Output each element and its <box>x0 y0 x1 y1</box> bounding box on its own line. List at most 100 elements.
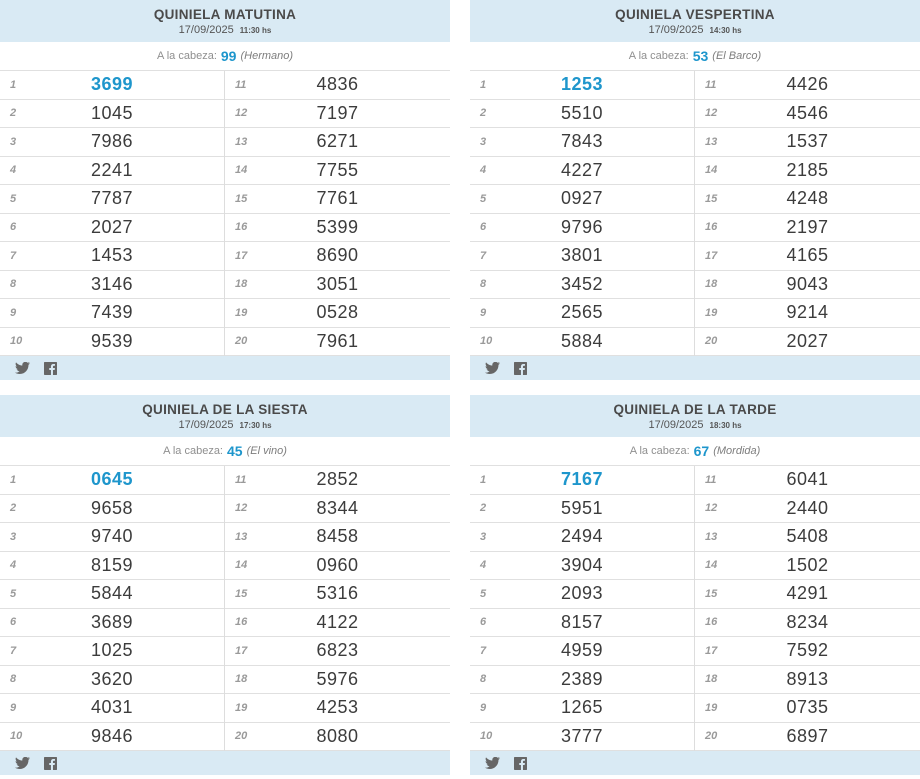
result-row: 1 0645 <box>0 466 224 495</box>
result-number: 1045 <box>90 102 134 123</box>
twitter-share-icon[interactable] <box>15 361 30 375</box>
results-table: 1 3699 2 1045 3 7986 4 2241 5 7787 6 2027 7 1453 8 3146… <box>0 71 450 356</box>
position-number: 8 <box>10 673 17 686</box>
result-row: 8 3146 <box>0 271 224 299</box>
result-row: 1 3699 <box>0 71 224 100</box>
result-number: 0645 <box>90 469 134 490</box>
result-row: 9 1265 <box>470 694 694 723</box>
position-number: 1 <box>10 473 17 486</box>
result-number: 7787 <box>90 188 134 209</box>
position-number: 18 <box>705 278 718 291</box>
result-row: 12 2440 <box>695 495 920 523</box>
position-number: 13 <box>235 135 248 148</box>
result-number: 7167 <box>560 469 604 490</box>
panel-footer <box>470 751 920 775</box>
result-row: 19 4253 <box>225 694 450 723</box>
result-row: 4 3904 <box>470 552 694 580</box>
position-number: 9 <box>10 306 17 319</box>
result-row: 2 1045 <box>0 100 224 128</box>
result-number: 8157 <box>560 611 604 632</box>
result-number: 8458 <box>316 526 359 547</box>
facebook-share-icon[interactable] <box>514 361 527 375</box>
results-column-right: 11 2852 12 8344 13 8458 14 0960 15 5316 16 4122 17 68… <box>225 466 450 751</box>
panel-quiniela-de-la-siesta: QUINIELA DE LA SIESTA 17/09/2025 17:30 h… <box>0 395 450 775</box>
result-row: 13 1537 <box>695 128 920 157</box>
result-row: 17 6823 <box>225 637 450 666</box>
result-row: 6 2027 <box>0 214 224 242</box>
result-number: 4546 <box>786 102 829 123</box>
result-row: 18 3051 <box>225 271 450 299</box>
result-number: 2027 <box>786 330 829 351</box>
result-number: 9043 <box>786 273 829 294</box>
position-number: 3 <box>10 135 17 148</box>
results-column-left: 1 1253 2 5510 3 7843 4 4227 5 0927 6 9796 7 3801 8 3452… <box>470 71 695 356</box>
result-row: 11 4426 <box>695 71 920 100</box>
draw-date: 17/09/2025 <box>178 418 234 431</box>
result-number: 8344 <box>316 497 359 518</box>
result-row: 20 6897 <box>695 723 920 751</box>
draw-date: 17/09/2025 <box>178 23 234 36</box>
results-column-right: 11 4426 12 4546 13 1537 14 2185 15 4248 16 2197 17 41… <box>695 71 920 356</box>
result-row: 10 9539 <box>0 328 224 356</box>
result-number: 2197 <box>786 216 829 237</box>
result-number: 0735 <box>786 697 829 718</box>
result-row: 12 7197 <box>225 100 450 128</box>
head-number-name: (El Barco) <box>712 50 762 62</box>
result-number: 4426 <box>786 74 829 95</box>
result-row: 7 3801 <box>470 242 694 271</box>
result-row: 16 8234 <box>695 609 920 637</box>
results-table: 1 0645 2 9658 3 9740 4 8159 5 5844 6 3689 7 1025 8 3620… <box>0 466 450 751</box>
result-row: 13 6271 <box>225 128 450 157</box>
result-number: 5408 <box>786 526 829 547</box>
result-number: 7439 <box>90 302 134 323</box>
twitter-share-icon[interactable] <box>15 756 30 770</box>
result-row: 8 2389 <box>470 666 694 694</box>
result-row: 6 3689 <box>0 609 224 637</box>
head-number-name: (Hermano) <box>240 50 294 62</box>
panel-title: QUINIELA DE LA SIESTA <box>142 401 308 417</box>
position-number: 13 <box>705 530 718 543</box>
facebook-share-icon[interactable] <box>514 756 527 770</box>
position-number: 16 <box>705 221 718 234</box>
result-number: 8080 <box>316 725 359 746</box>
position-number: 17 <box>235 249 248 262</box>
result-row: 4 2241 <box>0 157 224 185</box>
result-number: 8690 <box>316 245 359 266</box>
head-number-row: A la cabeza: 45 (El vino) <box>0 437 450 466</box>
result-row: 18 8913 <box>695 666 920 694</box>
result-row: 6 8157 <box>470 609 694 637</box>
results-table: 1 7167 2 5951 3 2494 4 3904 5 2093 6 8157 7 4959 8 2389… <box>470 466 920 751</box>
head-number-label: A la cabeza: <box>156 50 217 62</box>
result-number: 7755 <box>316 159 359 180</box>
facebook-share-icon[interactable] <box>44 361 57 375</box>
result-number: 3620 <box>90 668 134 689</box>
position-number: 5 <box>10 192 17 205</box>
position-number: 12 <box>235 502 248 515</box>
result-row: 3 7986 <box>0 128 224 157</box>
position-number: 2 <box>480 107 487 120</box>
result-row: 14 0960 <box>225 552 450 580</box>
result-number: 4959 <box>560 640 604 661</box>
result-number: 1265 <box>560 697 604 718</box>
facebook-share-icon[interactable] <box>44 756 57 770</box>
panel-footer <box>470 356 920 380</box>
result-row: 9 4031 <box>0 694 224 723</box>
result-number: 5884 <box>560 330 604 351</box>
draw-date-line: 17/09/2025 14:30 hs <box>648 24 741 36</box>
position-number: 8 <box>480 673 487 686</box>
position-number: 6 <box>480 616 487 629</box>
result-row: 15 4248 <box>695 185 920 214</box>
result-row: 12 8344 <box>225 495 450 523</box>
draw-time: 18:30 hs <box>709 420 742 430</box>
position-number: 15 <box>705 587 718 600</box>
result-row: 16 2197 <box>695 214 920 242</box>
twitter-share-icon[interactable] <box>485 361 500 375</box>
position-number: 6 <box>480 221 487 234</box>
result-number: 6897 <box>786 725 829 746</box>
twitter-share-icon[interactable] <box>485 756 500 770</box>
result-row: 14 2185 <box>695 157 920 185</box>
result-number: 4253 <box>316 697 359 718</box>
position-number: 1 <box>480 78 487 91</box>
result-row: 1 7167 <box>470 466 694 495</box>
position-number: 1 <box>10 78 17 91</box>
